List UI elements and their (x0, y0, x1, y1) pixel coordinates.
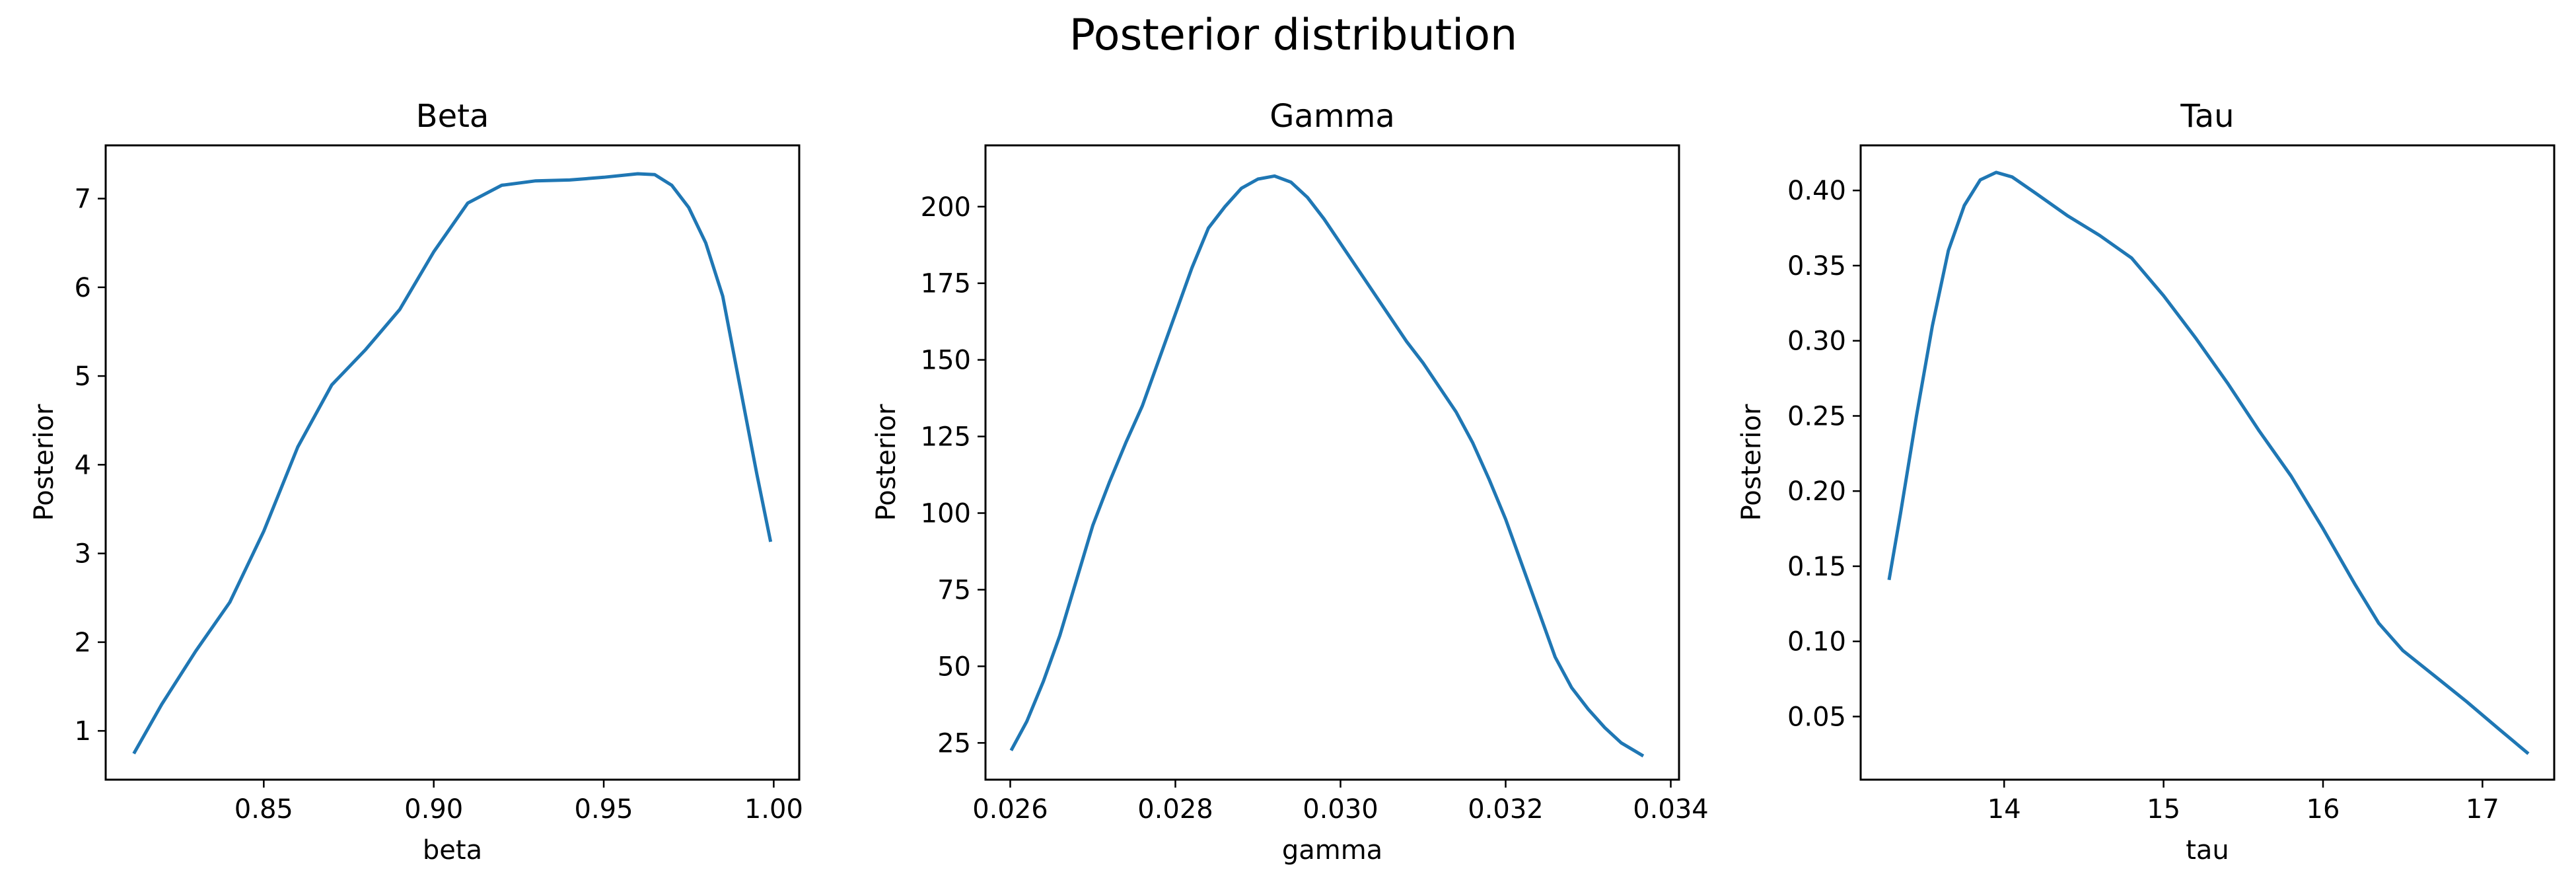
plot-frame-tau (1859, 144, 2556, 781)
y-tick-label-gamma: 200 (921, 192, 971, 223)
y-tick-label-beta: 7 (75, 184, 91, 215)
y-tick-label-beta: 5 (75, 361, 91, 392)
x-tick-label-gamma: 0.032 (1468, 794, 1544, 825)
x-axis-label-gamma: gamma (1282, 835, 1382, 866)
y-tick-label-beta: 2 (75, 628, 91, 658)
y-axis-label-tau: Posterior (1736, 404, 1767, 521)
subplot-title-tau: Tau (2180, 98, 2234, 135)
x-tick-label-beta: 0.90 (404, 794, 463, 825)
y-tick-label-beta: 1 (75, 716, 91, 747)
plot-frame-beta (104, 144, 801, 781)
ticks-beta: 0.85 0.90 0.95 1.00 1 2 3 4 5 6 7 (75, 184, 803, 825)
posterior-curve-gamma (1009, 174, 1645, 758)
y-tick-label-beta: 4 (75, 450, 91, 480)
x-tick-label-beta: 1.00 (744, 794, 803, 825)
y-tick-label-gamma: 125 (921, 422, 971, 453)
y-tick-label-tau: 0.05 (1787, 702, 1846, 732)
subplot-gamma: Gamma gamma Posterior 0.026 0.028 0.030 0.0… (871, 98, 1709, 866)
subplot-tau: Tau tau Posterior 14 15 16 17 0.05 0.10 0.15 0.… (1736, 98, 2556, 866)
y-tick-label-tau: 0.10 (1787, 627, 1846, 657)
subplot-beta: Beta beta Posterior 0.85 0.90 0.95 1.00 1 2 3 4… (29, 98, 803, 866)
y-tick-label-gamma: 100 (921, 499, 971, 529)
y-tick-label-gamma: 75 (937, 575, 971, 605)
y-tick-label-tau: 0.40 (1787, 176, 1846, 206)
subplot-title-gamma: Gamma (1270, 98, 1395, 135)
x-tick-label-gamma: 0.034 (1633, 794, 1709, 825)
subplot-title-beta: Beta (416, 98, 489, 135)
y-tick-label-beta: 3 (75, 539, 91, 570)
y-tick-label-tau: 0.25 (1787, 401, 1846, 431)
x-tick-label-gamma: 0.030 (1303, 794, 1378, 825)
x-axis-label-beta: beta (423, 835, 482, 866)
y-tick-label-gamma: 25 (937, 728, 971, 759)
y-tick-label-tau: 0.30 (1787, 326, 1846, 357)
x-tick-label-tau: 14 (1987, 794, 2021, 825)
figure-title: Posterior distribution (1069, 11, 1517, 60)
x-tick-label-tau: 17 (2466, 794, 2499, 825)
x-tick-label-gamma: 0.026 (972, 794, 1048, 825)
posterior-curve-tau (1887, 170, 2530, 755)
x-tick-label-beta: 0.95 (575, 794, 633, 825)
y-axis-label-gamma: Posterior (871, 404, 902, 521)
y-tick-label-tau: 0.20 (1787, 476, 1846, 507)
x-tick-label-tau: 16 (2307, 794, 2340, 825)
y-tick-label-tau: 0.35 (1787, 251, 1846, 281)
y-tick-label-beta: 6 (75, 273, 91, 303)
posterior-curve-beta (132, 172, 773, 755)
y-axis-label-beta: Posterior (29, 404, 59, 521)
ticks-gamma: 0.026 0.028 0.030 0.032 0.034 25 50 75 100 125 150… (921, 192, 1709, 825)
x-tick-label-gamma: 0.028 (1137, 794, 1213, 825)
x-tick-label-beta: 0.85 (234, 794, 293, 825)
x-tick-label-tau: 15 (2147, 794, 2180, 825)
x-axis-label-tau: tau (2186, 835, 2229, 866)
y-tick-label-gamma: 175 (921, 269, 971, 299)
y-tick-label-tau: 0.15 (1787, 552, 1846, 582)
ticks-tau: 14 15 16 17 0.05 0.10 0.15 0.20 0.25 0.30 0.35 0.40 (1787, 176, 2499, 825)
y-tick-label-gamma: 150 (921, 346, 971, 376)
plot-frame-gamma (984, 144, 1680, 781)
y-tick-label-gamma: 50 (937, 651, 971, 682)
